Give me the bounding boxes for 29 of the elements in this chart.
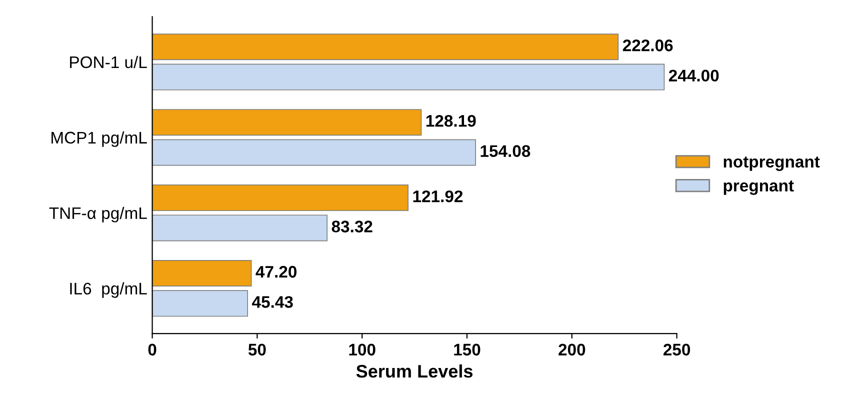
bar bbox=[152, 139, 476, 166]
x-tick-label: 200 bbox=[558, 344, 586, 356]
bar bbox=[152, 109, 422, 136]
data-label: 83.32 bbox=[332, 220, 372, 232]
x-tick-label: 100 bbox=[349, 344, 376, 356]
legend-label: notpregnant bbox=[724, 156, 820, 171]
data-label: 45.43 bbox=[252, 296, 293, 308]
y-tick-label: IL6 pg/mL bbox=[70, 282, 147, 298]
bar bbox=[152, 34, 619, 60]
data-label: 121.92 bbox=[413, 190, 463, 202]
data-label: 222.06 bbox=[622, 40, 673, 52]
data-label: 128.19 bbox=[426, 114, 476, 127]
y-tick-label: TNF-α pg/mL bbox=[49, 206, 147, 222]
bar bbox=[152, 64, 665, 90]
y-tick-label: MCP1 pg/mL bbox=[52, 131, 147, 147]
data-label: 154.08 bbox=[480, 145, 530, 157]
x-tick-label: 150 bbox=[454, 344, 480, 356]
bar bbox=[152, 290, 248, 317]
x-axis-title: Serum Levels bbox=[356, 364, 473, 378]
y-tick-label: PON-1 u/L bbox=[70, 56, 147, 68]
x-tick-label: 50 bbox=[248, 344, 266, 356]
bar bbox=[152, 260, 252, 286]
bar bbox=[152, 184, 408, 212]
data-label: 244.00 bbox=[668, 70, 719, 82]
x-tick-label: 250 bbox=[663, 344, 690, 356]
bar bbox=[152, 214, 328, 242]
x-tick-label: 0 bbox=[148, 344, 156, 356]
data-label: 47.20 bbox=[256, 266, 296, 278]
legend-label: pregnant bbox=[724, 180, 794, 195]
